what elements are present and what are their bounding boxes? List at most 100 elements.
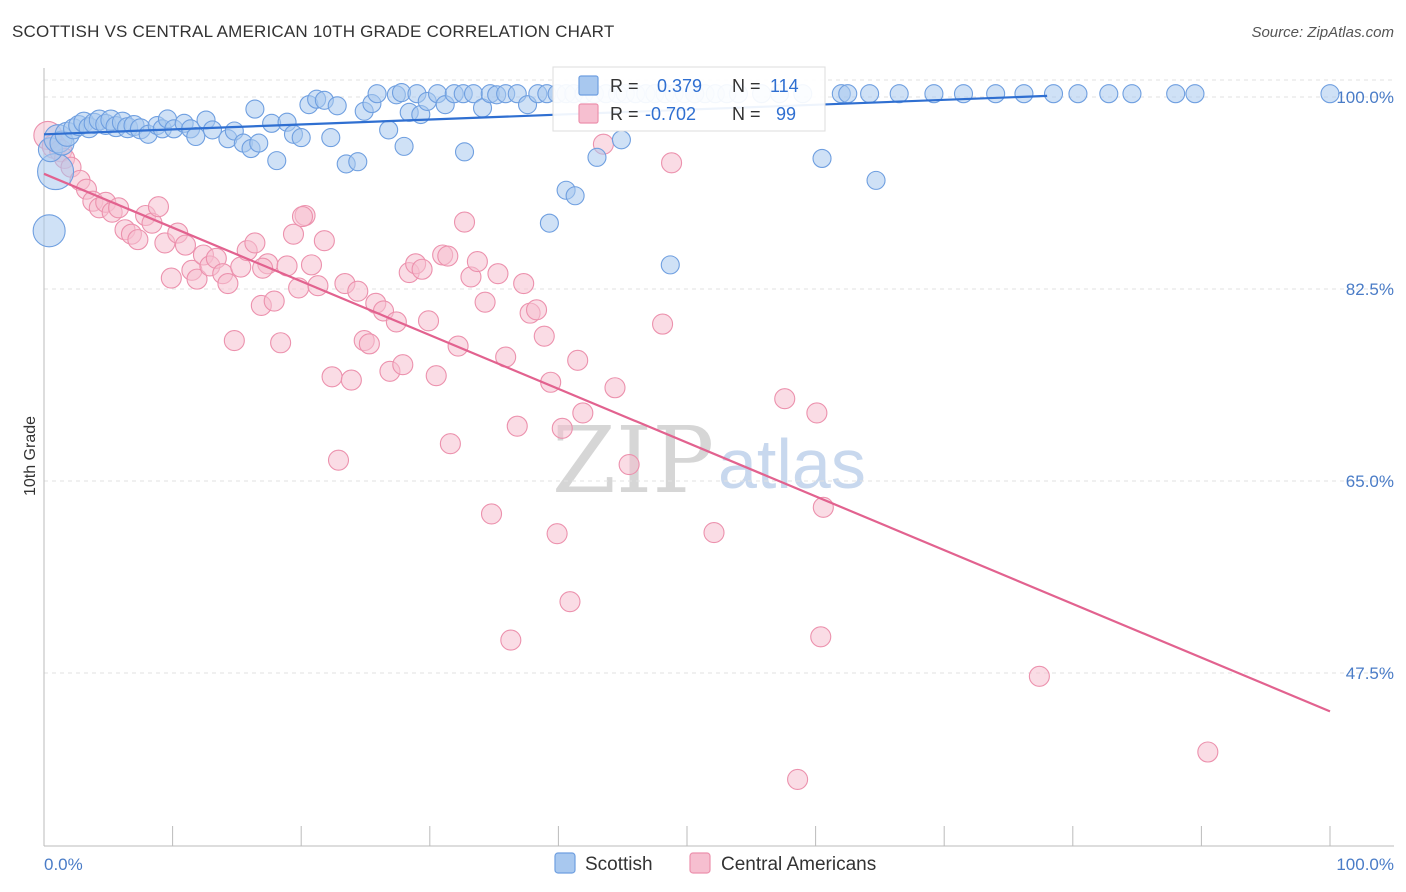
scottish-point [1185, 84, 1205, 104]
central-americans-point [437, 245, 459, 267]
central-americans-point [466, 251, 488, 273]
central-americans-point [244, 232, 266, 254]
scottish-legend-swatch [578, 75, 599, 96]
y-tick-labels: 47.5% 65.0% 82.5% 100.0% [1336, 88, 1394, 683]
central-americans-point [500, 629, 522, 651]
central-americans-point [186, 268, 208, 290]
x-tick-label-max: 100.0% [1336, 855, 1394, 874]
central-americans-point [347, 280, 369, 302]
scottish-point [660, 255, 680, 275]
central-americans-point [392, 354, 414, 376]
central-americans-point [1028, 665, 1050, 687]
central-americans-trend-line [43, 172, 1331, 713]
scottish-point [812, 148, 832, 168]
scottish-point [454, 142, 475, 162]
central-americans-point [425, 365, 447, 387]
central-americans-point [652, 313, 674, 335]
scottish-point [202, 120, 223, 140]
scottish-point [186, 126, 206, 147]
central-americans-point [551, 417, 573, 439]
y-tick-label: 47.5% [1346, 664, 1394, 683]
grid-lines [44, 79, 1394, 674]
chart-title: SCOTTISH VS CENTRAL AMERICAN 10TH GRADE … [12, 22, 615, 41]
central-americans-point [810, 626, 832, 648]
central-r-value: -0.702 [645, 104, 696, 124]
central-r-label: R = [610, 104, 639, 124]
central-americans-point [263, 290, 285, 312]
central-americans-point [340, 369, 362, 391]
central-americans-point [291, 206, 314, 228]
scottish-point [367, 84, 387, 104]
scottish-point [924, 84, 944, 104]
central-americans-point [127, 229, 149, 251]
scottish-point [587, 147, 607, 167]
stats-legend: R = 0.379 N = 114 R = -0.702 N = 99 [552, 66, 826, 132]
central-americans-point [572, 402, 594, 424]
central-americans-point [1197, 741, 1219, 763]
legend-central-swatch [689, 852, 711, 874]
central-americans-point [806, 402, 828, 424]
central-americans-point [327, 449, 350, 471]
central-americans-point [160, 267, 182, 289]
central-americans-point [411, 258, 433, 280]
central-americans-point [703, 522, 725, 544]
central-n-label: N = [732, 104, 761, 124]
scottish-point [249, 133, 269, 153]
central-americans-point [546, 523, 568, 545]
y-tick-label: 65.0% [1346, 472, 1394, 491]
central-americans-points [33, 120, 1219, 790]
central-americans-point [174, 234, 197, 256]
scottish-point [32, 214, 66, 248]
central-americans-point [313, 230, 335, 252]
central-americans-point [439, 433, 461, 455]
central-americans-point [223, 330, 245, 352]
legend-scottish-label: Scottish [585, 854, 653, 875]
central-americans-point [787, 768, 809, 790]
central-americans-point [453, 211, 476, 233]
scottish-point [1099, 84, 1119, 104]
scottish-point [394, 136, 414, 156]
central-americans-point [480, 503, 503, 525]
scottish-point [245, 99, 265, 119]
central-americans-point [474, 291, 496, 313]
scottish-n-value: 114 [770, 76, 799, 96]
scottish-point [611, 130, 631, 150]
central-americans-point [533, 325, 555, 347]
y-tick-label: 100.0% [1336, 88, 1394, 107]
scottish-point [1122, 84, 1142, 104]
central-americans-point [282, 223, 305, 245]
scottish-point [327, 96, 347, 116]
central-americans-point [217, 272, 239, 295]
scottish-point [291, 128, 311, 148]
central-americans-point [487, 263, 509, 285]
scottish-point [1166, 84, 1186, 104]
central-legend-swatch [578, 103, 599, 124]
scottish-point [1014, 84, 1034, 104]
central-americans-point [604, 377, 626, 399]
central-americans-point [147, 196, 170, 218]
scottish-point [379, 120, 399, 140]
scottish-point [348, 152, 368, 172]
source-label: Source: ZipAtlas.com [1251, 24, 1394, 41]
scottish-trend-line [43, 94, 1048, 136]
scottish-point [1043, 84, 1064, 104]
scottish-point [1068, 84, 1088, 104]
legend-central-label: Central Americans [721, 854, 876, 875]
watermark-atlas: atlas [718, 425, 866, 503]
scottish-point [986, 84, 1006, 104]
scottish-point [565, 186, 585, 206]
scottish-point [1320, 84, 1340, 104]
scottish-point [889, 84, 909, 104]
y-tick-label: 82.5% [1346, 280, 1394, 299]
scottish-point [539, 213, 559, 233]
y-axis-label: 10th Grade [22, 416, 39, 496]
x-tick-label-min: 0.0% [44, 855, 83, 874]
central-americans-point [321, 366, 343, 388]
scottish-point [267, 151, 287, 171]
central-americans-point [525, 299, 548, 321]
x-axis-ticks [43, 826, 1331, 846]
scottish-r-label: R = [610, 76, 639, 96]
central-americans-point [513, 272, 535, 295]
central-n-value: 99 [776, 104, 796, 124]
